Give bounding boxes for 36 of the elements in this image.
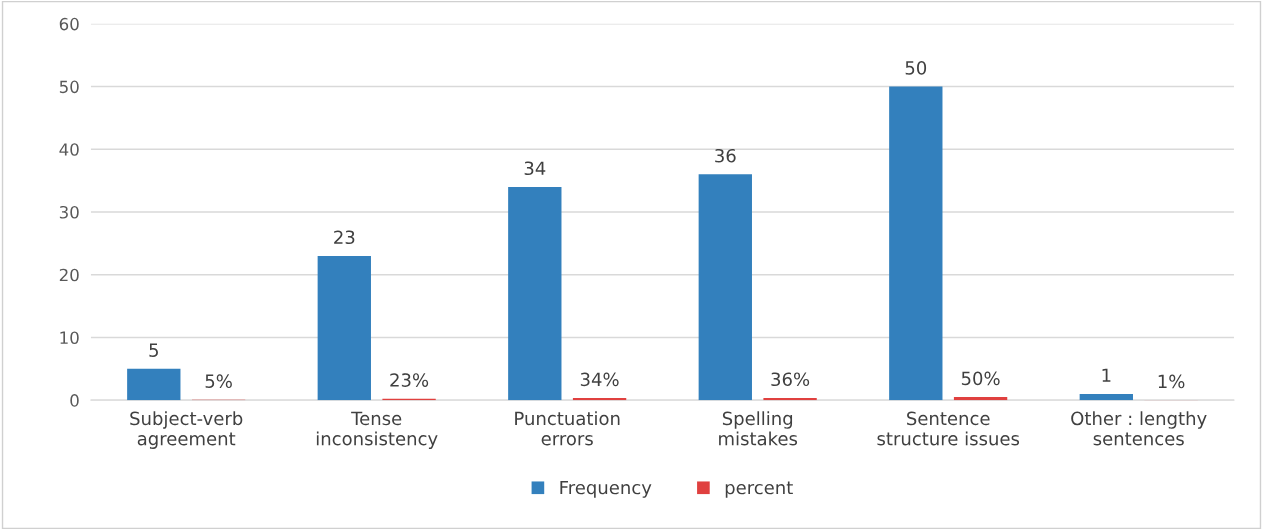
bar <box>127 368 181 401</box>
x-tick-label: Punctuation errors <box>515 411 620 446</box>
bar <box>889 86 943 401</box>
data-label: 50 <box>905 61 927 75</box>
bar <box>763 397 817 401</box>
data-label: 50% <box>961 371 1000 386</box>
data-label: 1% <box>1158 374 1185 389</box>
y-tick-label: 20 <box>59 268 79 282</box>
y-tick-label: 50 <box>59 80 79 94</box>
x-tick-label: Spelling mistakes <box>719 411 798 446</box>
legend-label: Frequency <box>560 480 652 498</box>
data-label: 23 <box>334 230 355 245</box>
data-label: 36 <box>715 148 736 163</box>
data-label: 23% <box>390 373 429 387</box>
data-label: 34% <box>580 372 619 387</box>
y-tick-label: 30 <box>59 205 79 219</box>
data-label: 1 <box>1102 368 1111 382</box>
bar <box>572 398 627 401</box>
bar <box>698 174 752 401</box>
y-tick-label: 0 <box>70 394 79 407</box>
bar <box>1079 393 1133 401</box>
x-tick-label: Subject-verb agreement <box>130 411 243 449</box>
bar <box>508 186 562 401</box>
legend-label: percent <box>725 481 793 498</box>
data-label: 34 <box>524 161 546 176</box>
data-label: 5 <box>149 343 158 357</box>
x-tick-label: Other : lengthy sentences <box>1071 411 1207 446</box>
data-label: 5% <box>205 374 232 388</box>
x-tick-label: Sentence structure issues <box>877 411 1020 446</box>
data-label: 36% <box>771 372 810 387</box>
bar <box>317 255 371 401</box>
y-tick-label: 10 <box>60 331 79 344</box>
y-tick-label: 40 <box>59 143 79 156</box>
x-tick-label: Tense inconsistency <box>316 411 438 449</box>
y-tick-label: 60 <box>59 17 79 31</box>
bar <box>953 397 1008 401</box>
